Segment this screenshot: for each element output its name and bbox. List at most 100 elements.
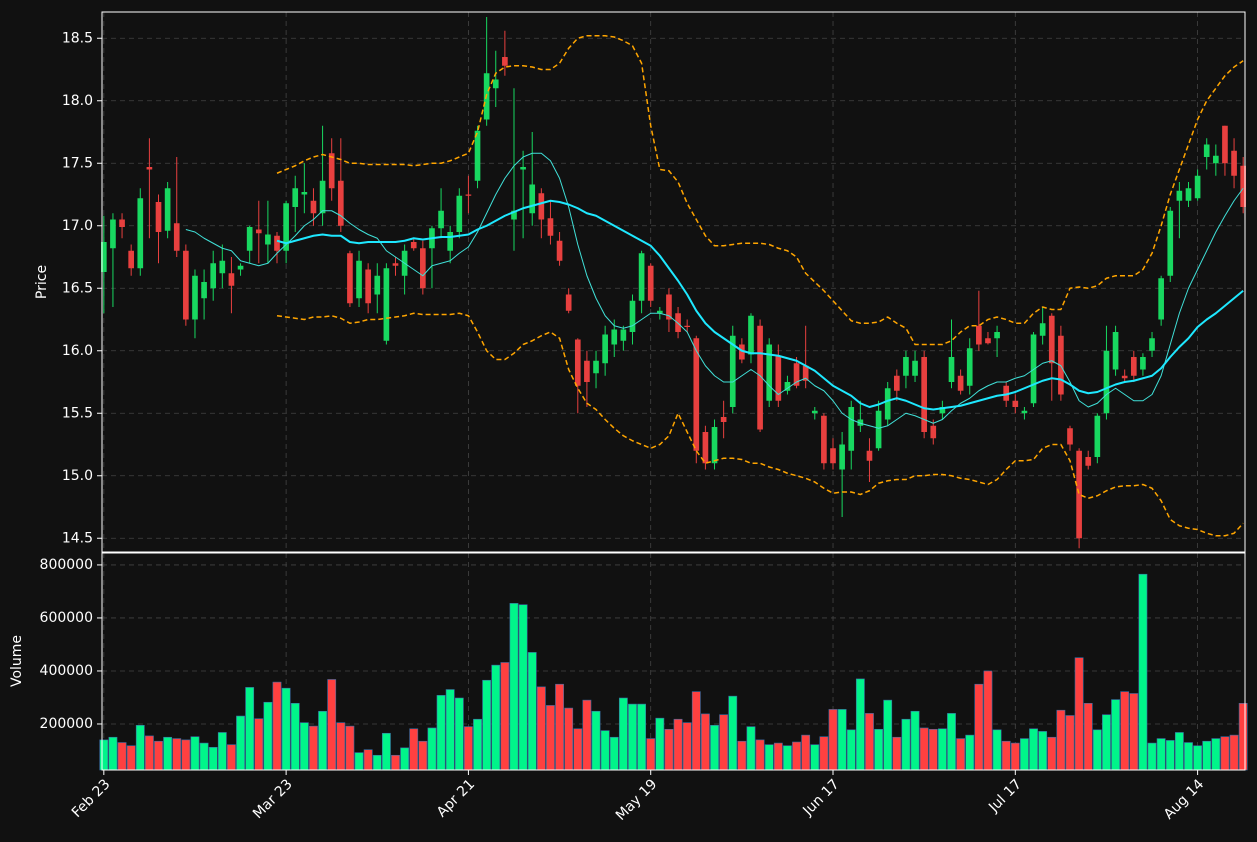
- overlay-line: [276, 312, 1244, 537]
- volume-bar: [1165, 740, 1175, 771]
- candle-body: [192, 275, 198, 320]
- volume-bar: [1092, 729, 1102, 771]
- candle-body: [574, 339, 581, 386]
- candle-body: [966, 348, 973, 386]
- candle-body: [438, 210, 444, 229]
- volume-bar: [846, 729, 856, 771]
- candle-body: [465, 194, 472, 196]
- candle-body: [994, 332, 1000, 339]
- candle-body: [748, 315, 754, 355]
- volume-bar: [327, 679, 337, 771]
- volume-bar: [646, 738, 656, 771]
- candle-body: [538, 193, 545, 220]
- candle-body: [912, 360, 918, 376]
- volume-bar: [901, 718, 911, 771]
- volume-bar: [299, 722, 309, 771]
- volume-bar: [883, 699, 893, 771]
- candle-body: [410, 242, 417, 249]
- volume-bar: [1220, 736, 1230, 771]
- y-tick-label: 17.5: [62, 155, 93, 171]
- volume-bar: [1174, 732, 1184, 771]
- volume-bar: [363, 749, 373, 771]
- volume-bar: [1147, 742, 1157, 771]
- candle-body: [1203, 144, 1210, 157]
- candle-body: [602, 334, 608, 364]
- volume-bar: [628, 703, 637, 771]
- candle-body: [939, 407, 946, 414]
- y-tick-label: 400000: [40, 663, 93, 679]
- candle-body: [866, 450, 873, 461]
- y-tick-label: 600000: [40, 610, 93, 626]
- candle-body: [1176, 190, 1183, 201]
- volume-bar: [354, 752, 364, 771]
- volume-bar: [974, 683, 984, 771]
- y-tick-label: 17.0: [62, 218, 93, 234]
- plot-frame: [101, 552, 1246, 771]
- candle-body: [893, 375, 900, 391]
- y-tick-label: 200000: [40, 716, 93, 732]
- volume-bar: [154, 740, 163, 771]
- candle-body: [155, 202, 162, 232]
- volume-bar: [1038, 731, 1048, 771]
- candle-body: [137, 198, 144, 269]
- candle-body: [1140, 357, 1146, 370]
- candle-body: [201, 282, 207, 299]
- volume-bar: [108, 736, 118, 771]
- candle-body: [775, 355, 782, 401]
- volume-bar: [381, 732, 391, 771]
- volume-bar: [509, 603, 519, 771]
- volume-bar: [418, 740, 428, 771]
- candle-body: [857, 419, 864, 426]
- volume-bar: [819, 736, 829, 771]
- volume-bar: [564, 707, 574, 771]
- volume-bar: [536, 686, 546, 771]
- y-tick-label: 16.5: [62, 280, 93, 296]
- volume-bar: [1029, 728, 1038, 771]
- candle-body: [456, 195, 463, 232]
- candle-body: [766, 344, 773, 401]
- y-axis-label: Volume: [9, 635, 25, 687]
- volume-bar: [236, 715, 245, 771]
- candle-body: [1067, 428, 1073, 445]
- volume-bar: [983, 670, 993, 771]
- volume-bar: [546, 705, 555, 771]
- volume-bar: [181, 739, 191, 771]
- candle-body: [684, 325, 690, 327]
- volume-bar: [1010, 742, 1020, 771]
- volume-bar: [99, 739, 109, 771]
- candle-body: [903, 357, 909, 376]
- candle-body: [492, 79, 499, 89]
- candle-body: [702, 432, 709, 464]
- candle-body: [693, 338, 700, 451]
- volume-bar: [427, 727, 437, 771]
- candle-body: [948, 357, 955, 382]
- volume-bar: [928, 728, 938, 771]
- candle-body: [1130, 357, 1137, 376]
- volume-bar: [1083, 703, 1093, 771]
- volume-bar: [464, 726, 473, 771]
- candle-body: [729, 335, 736, 407]
- candle-body: [420, 248, 426, 289]
- candle-body: [219, 260, 226, 274]
- volume-bar: [1001, 740, 1011, 771]
- x-tick-label: Feb 23: [69, 776, 114, 821]
- candle-body: [593, 360, 599, 374]
- volume-bar: [710, 725, 719, 771]
- candle-body: [511, 210, 517, 220]
- candle-body: [611, 329, 618, 345]
- volume-bar: [400, 747, 410, 771]
- candle-body: [711, 427, 718, 464]
- candle-body: [328, 153, 335, 189]
- volume-bar: [208, 747, 218, 771]
- volume-bar: [309, 725, 318, 771]
- volume-bar: [1211, 738, 1221, 771]
- volume-bar: [391, 754, 400, 771]
- candle-body: [1121, 375, 1128, 379]
- candle-body: [301, 192, 308, 195]
- candle-body: [383, 268, 390, 341]
- volume-bar: [135, 725, 145, 771]
- volume-bar: [163, 736, 173, 771]
- candle-body: [1021, 410, 1028, 414]
